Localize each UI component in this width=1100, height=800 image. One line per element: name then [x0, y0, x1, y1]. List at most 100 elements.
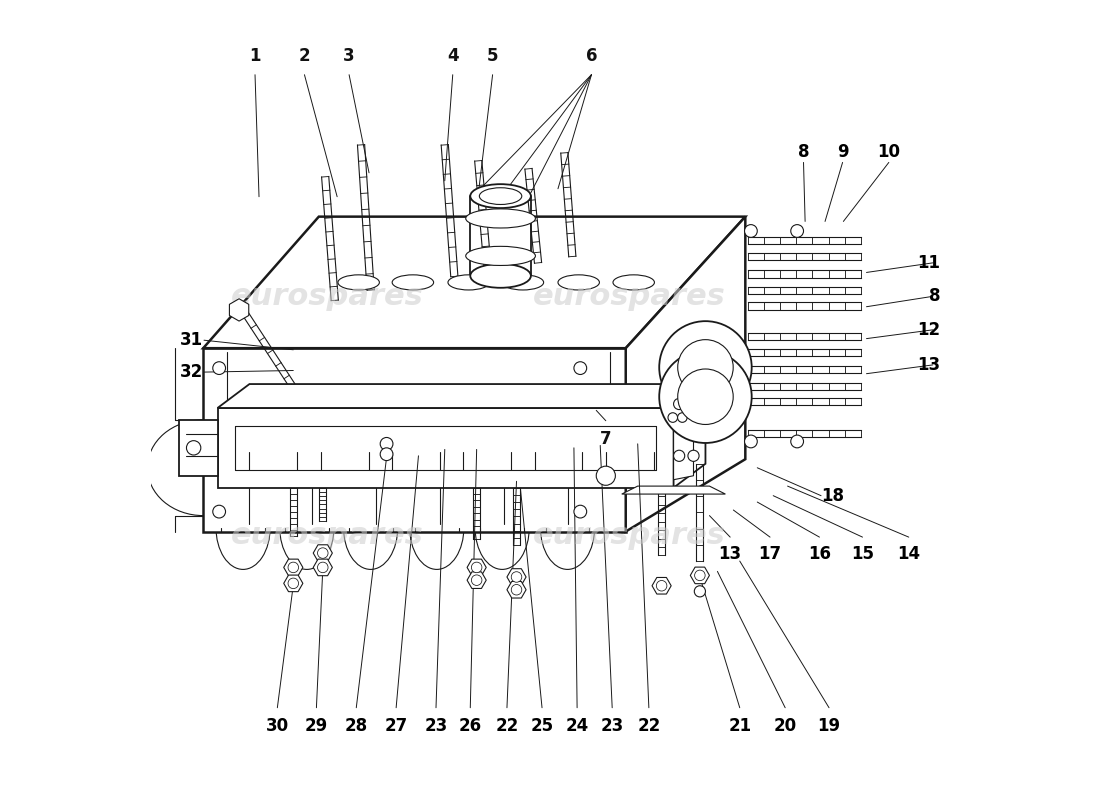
Ellipse shape: [338, 275, 379, 290]
Polygon shape: [204, 348, 626, 531]
Text: 12: 12: [917, 321, 940, 339]
Ellipse shape: [503, 275, 543, 290]
Text: eurospares: eurospares: [230, 282, 424, 311]
Text: 28: 28: [344, 718, 367, 735]
Text: 16: 16: [808, 545, 830, 563]
Polygon shape: [621, 486, 725, 494]
Polygon shape: [507, 582, 526, 598]
Ellipse shape: [471, 184, 531, 208]
Circle shape: [659, 321, 751, 414]
Ellipse shape: [392, 275, 433, 290]
Circle shape: [678, 369, 734, 425]
Polygon shape: [314, 559, 332, 576]
Circle shape: [673, 450, 684, 462]
Text: 8: 8: [930, 287, 940, 306]
Circle shape: [596, 466, 615, 486]
Bar: [628, 378, 634, 408]
Polygon shape: [284, 575, 302, 592]
Circle shape: [668, 413, 678, 422]
Text: 22: 22: [637, 718, 660, 735]
Circle shape: [688, 450, 700, 462]
Text: 19: 19: [817, 718, 840, 735]
Text: 7: 7: [600, 430, 612, 448]
Polygon shape: [652, 578, 671, 594]
Polygon shape: [218, 384, 705, 408]
Text: 30: 30: [266, 718, 289, 735]
Text: 23: 23: [601, 718, 624, 735]
Circle shape: [791, 435, 803, 448]
Polygon shape: [673, 408, 693, 480]
Circle shape: [791, 225, 803, 238]
Circle shape: [288, 578, 298, 589]
Polygon shape: [673, 384, 705, 488]
Text: 13: 13: [718, 545, 741, 563]
Circle shape: [694, 586, 705, 597]
Ellipse shape: [448, 275, 490, 290]
Ellipse shape: [558, 275, 600, 290]
Ellipse shape: [480, 188, 521, 205]
Circle shape: [381, 438, 393, 450]
Ellipse shape: [471, 264, 531, 288]
Polygon shape: [691, 567, 710, 584]
Bar: [595, 378, 601, 408]
Polygon shape: [230, 298, 249, 321]
Text: 5: 5: [487, 47, 498, 65]
Circle shape: [678, 413, 688, 422]
Polygon shape: [468, 559, 486, 576]
Circle shape: [688, 398, 700, 410]
Bar: [538, 372, 543, 408]
Text: 9: 9: [837, 143, 848, 161]
Circle shape: [678, 340, 734, 395]
Text: 14: 14: [898, 545, 921, 563]
Polygon shape: [218, 408, 673, 488]
Text: 6: 6: [585, 47, 597, 65]
Text: 23: 23: [425, 718, 448, 735]
Text: 1: 1: [250, 47, 261, 65]
Text: eurospares: eurospares: [534, 521, 726, 550]
Polygon shape: [179, 420, 218, 476]
Circle shape: [472, 562, 482, 573]
Polygon shape: [284, 559, 302, 576]
Text: 29: 29: [305, 718, 328, 735]
Circle shape: [318, 562, 328, 573]
Ellipse shape: [465, 246, 536, 266]
Text: 22: 22: [495, 718, 518, 735]
Text: 8: 8: [798, 143, 810, 161]
Text: 21: 21: [728, 718, 751, 735]
Circle shape: [512, 585, 521, 595]
Circle shape: [512, 572, 521, 582]
Text: 13: 13: [917, 356, 940, 374]
Circle shape: [318, 548, 328, 558]
Circle shape: [657, 581, 667, 591]
Text: 11: 11: [917, 254, 940, 272]
Text: 31: 31: [180, 331, 204, 350]
Text: 3: 3: [343, 47, 355, 65]
Text: 17: 17: [759, 545, 782, 563]
Circle shape: [381, 448, 393, 461]
Polygon shape: [626, 217, 746, 531]
Bar: [659, 378, 664, 408]
Text: 25: 25: [530, 718, 553, 735]
Circle shape: [694, 570, 705, 581]
Text: 27: 27: [385, 718, 408, 735]
Circle shape: [212, 362, 226, 374]
Polygon shape: [468, 572, 486, 589]
Circle shape: [574, 506, 586, 518]
Ellipse shape: [465, 209, 536, 228]
Text: 15: 15: [851, 545, 874, 563]
Circle shape: [472, 575, 482, 586]
Circle shape: [673, 398, 684, 410]
Circle shape: [659, 350, 751, 443]
Circle shape: [745, 225, 757, 238]
Text: eurospares: eurospares: [534, 282, 726, 311]
Bar: [416, 372, 421, 408]
Text: 20: 20: [773, 718, 796, 735]
Text: 10: 10: [878, 143, 900, 161]
Circle shape: [212, 506, 226, 518]
Text: 26: 26: [459, 718, 482, 735]
Polygon shape: [204, 217, 746, 348]
Text: 4: 4: [447, 47, 459, 65]
Ellipse shape: [613, 275, 654, 290]
Text: eurospares: eurospares: [230, 521, 424, 550]
Circle shape: [288, 562, 298, 573]
